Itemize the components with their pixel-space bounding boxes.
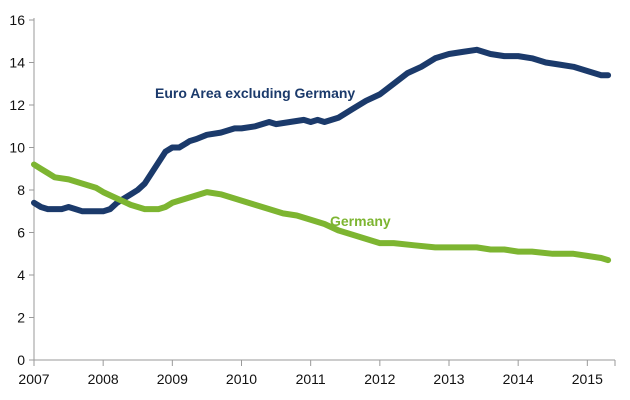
y-tick-label: 2 [17, 310, 25, 326]
axes: 0 2 4 6 8 10 12 14 16 2007 2008 2009 2010 2011 2012 201… [9, 12, 616, 387]
x-tick-label: 2007 [18, 371, 49, 387]
annotation-euro-area: Euro Area excluding Germany [155, 85, 355, 101]
y-tick-label: 14 [9, 55, 25, 71]
y-tick-label: 8 [17, 182, 25, 198]
x-tick-label: 2008 [88, 371, 119, 387]
y-tick-label: 12 [9, 97, 25, 113]
x-tick-label: 2009 [157, 371, 188, 387]
x-tick-label: 2010 [226, 371, 257, 387]
x-tick-label: 2013 [433, 371, 464, 387]
series-group [31, 46, 612, 264]
x-tick-label: 2014 [503, 371, 534, 387]
y-tick-label: 16 [9, 12, 25, 28]
y-tick-label: 10 [9, 140, 25, 156]
y-tick-label: 4 [17, 267, 25, 283]
annotations: Euro Area excluding Germany Germany [155, 85, 391, 229]
annotation-germany: Germany [330, 213, 391, 229]
series-line-germany [31, 161, 612, 264]
y-tick-label: 6 [17, 225, 25, 241]
x-tick-label: 2011 [296, 371, 326, 387]
x-tick-label: 2015 [572, 371, 603, 387]
y-tick-label: 0 [17, 352, 25, 368]
series-line-euro-area-excl-germany [31, 46, 612, 215]
x-tick-label: 2012 [364, 371, 395, 387]
